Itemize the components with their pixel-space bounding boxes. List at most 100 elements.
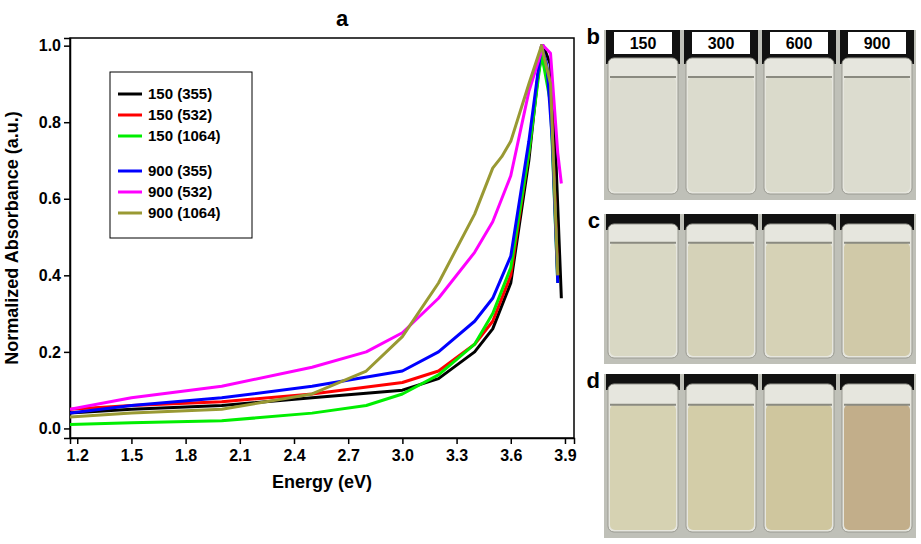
x-tick-label: 3.3: [446, 447, 468, 464]
vial: [764, 58, 834, 194]
y-tick: 0.8: [39, 114, 70, 131]
meniscus: [766, 404, 832, 406]
vial-label: 600: [786, 35, 813, 52]
x-tick: 1.8: [175, 438, 197, 464]
vial-liquid: [844, 405, 910, 530]
meniscus: [610, 404, 676, 406]
x-tick-label: 2.4: [283, 447, 305, 464]
vial-liquid: [610, 77, 676, 192]
x-tick-label: 2.1: [229, 447, 251, 464]
x-tick-label: 2.7: [338, 447, 360, 464]
vial-liquid: [766, 243, 832, 356]
meniscus: [844, 76, 910, 78]
x-tick-label: 1.5: [121, 447, 143, 464]
vial: [686, 384, 756, 532]
legend-label: 150 (355): [148, 85, 212, 102]
y-tick: 0.2: [39, 343, 70, 360]
x-tick: 3.0: [392, 438, 414, 464]
vial-liquid: [766, 405, 832, 530]
label-patch: [770, 32, 828, 54]
y-tick-mark: [64, 428, 70, 430]
vial-liquid: [688, 77, 754, 192]
y-tick-mark: [64, 45, 70, 47]
x-tick: 3.3: [446, 438, 468, 464]
meniscus: [766, 76, 832, 78]
meniscus: [610, 76, 676, 78]
vial: [608, 224, 678, 358]
vial-liquid: [844, 243, 910, 356]
series-line: [70, 46, 558, 413]
y-axis-line: [64, 39, 71, 439]
series-line: [70, 53, 558, 424]
y-tick-label: 1.0: [39, 37, 61, 54]
x-tick-mark: [511, 438, 513, 444]
x-tick-mark: [456, 438, 458, 444]
vial: [764, 384, 834, 532]
legend-swatch: [118, 93, 142, 96]
legend-entry: 900 (355): [118, 162, 212, 179]
vial-label: 150: [630, 35, 657, 52]
vial: [686, 58, 756, 194]
x-tick: 1.5: [121, 438, 143, 464]
photo-panel: c: [588, 208, 916, 364]
y-tick: 1.0: [39, 37, 70, 54]
vial-liquid: [688, 243, 754, 356]
x-tick-mark: [348, 438, 350, 444]
y-axis: 0.0 0.2 0.4 0.6 0.8 1.0: [39, 37, 71, 438]
x-tick-mark: [240, 438, 242, 444]
x-tick: 2.1: [229, 438, 251, 464]
vial-label: 900: [864, 35, 891, 52]
x-tick-mark: [77, 438, 79, 444]
photo-background: [604, 374, 916, 538]
vial-label: 300: [708, 35, 735, 52]
legend-label: 900 (532): [148, 183, 212, 200]
y-axis-title: Normalized Absorbance (a.u.): [2, 111, 22, 364]
legend-box: [110, 72, 252, 238]
series-line: [70, 46, 558, 417]
legend-label: 150 (532): [148, 106, 212, 123]
x-tick-label: 3.9: [554, 447, 576, 464]
legend-swatch: [118, 114, 142, 117]
vial: [608, 58, 678, 194]
x-tick-mark: [185, 438, 187, 444]
x-axis: 1.2 1.5 1.8 2.1 2.4 2.7 3.0 3.3 3.6 3.9: [67, 438, 577, 464]
vial: [764, 224, 834, 358]
vial: [608, 384, 678, 532]
panel-letter: a: [336, 6, 349, 31]
vial-liquid: [766, 77, 832, 192]
x-tick: 2.4: [283, 438, 305, 464]
x-tick: 3.9: [554, 438, 576, 464]
meniscus: [688, 76, 754, 78]
legend-entry: 900 (532): [118, 183, 212, 200]
y-tick-label: 0.6: [39, 190, 61, 207]
y-tick: 0.0: [39, 420, 70, 437]
legend-entry: 900 (1064): [118, 204, 221, 221]
x-tick-label: 3.6: [500, 447, 522, 464]
legend-entry: 150 (1064): [118, 127, 221, 144]
x-tick-label: 1.2: [67, 447, 89, 464]
photo-background: [604, 214, 916, 364]
x-tick-label: 3.0: [392, 447, 414, 464]
y-tick-label: 0.4: [39, 267, 61, 284]
panel-letter: d: [587, 368, 600, 393]
label-patch: [848, 32, 906, 54]
y-tick-mark: [64, 122, 70, 124]
x-tick: 3.6: [500, 438, 522, 464]
panel-letter: c: [588, 208, 600, 233]
y-tick: 0.6: [39, 190, 70, 207]
vial-liquid: [610, 243, 676, 356]
x-tick: 2.7: [338, 438, 360, 464]
vial-liquid: [610, 405, 676, 530]
x-axis-line: [71, 439, 575, 445]
legend-entry: 150 (532): [118, 106, 212, 123]
photo-panel: 150 300 600 900 b: [587, 24, 916, 200]
y-tick-label: 0.2: [39, 343, 61, 360]
vial: [842, 384, 912, 532]
meniscus: [844, 404, 910, 406]
x-tick-mark: [131, 438, 133, 444]
x-tick-mark: [294, 438, 296, 444]
legend-swatch: [118, 170, 142, 173]
x-tick-label: 1.8: [175, 447, 197, 464]
panel-letter: b: [587, 24, 600, 49]
y-tick: 0.4: [39, 267, 70, 284]
